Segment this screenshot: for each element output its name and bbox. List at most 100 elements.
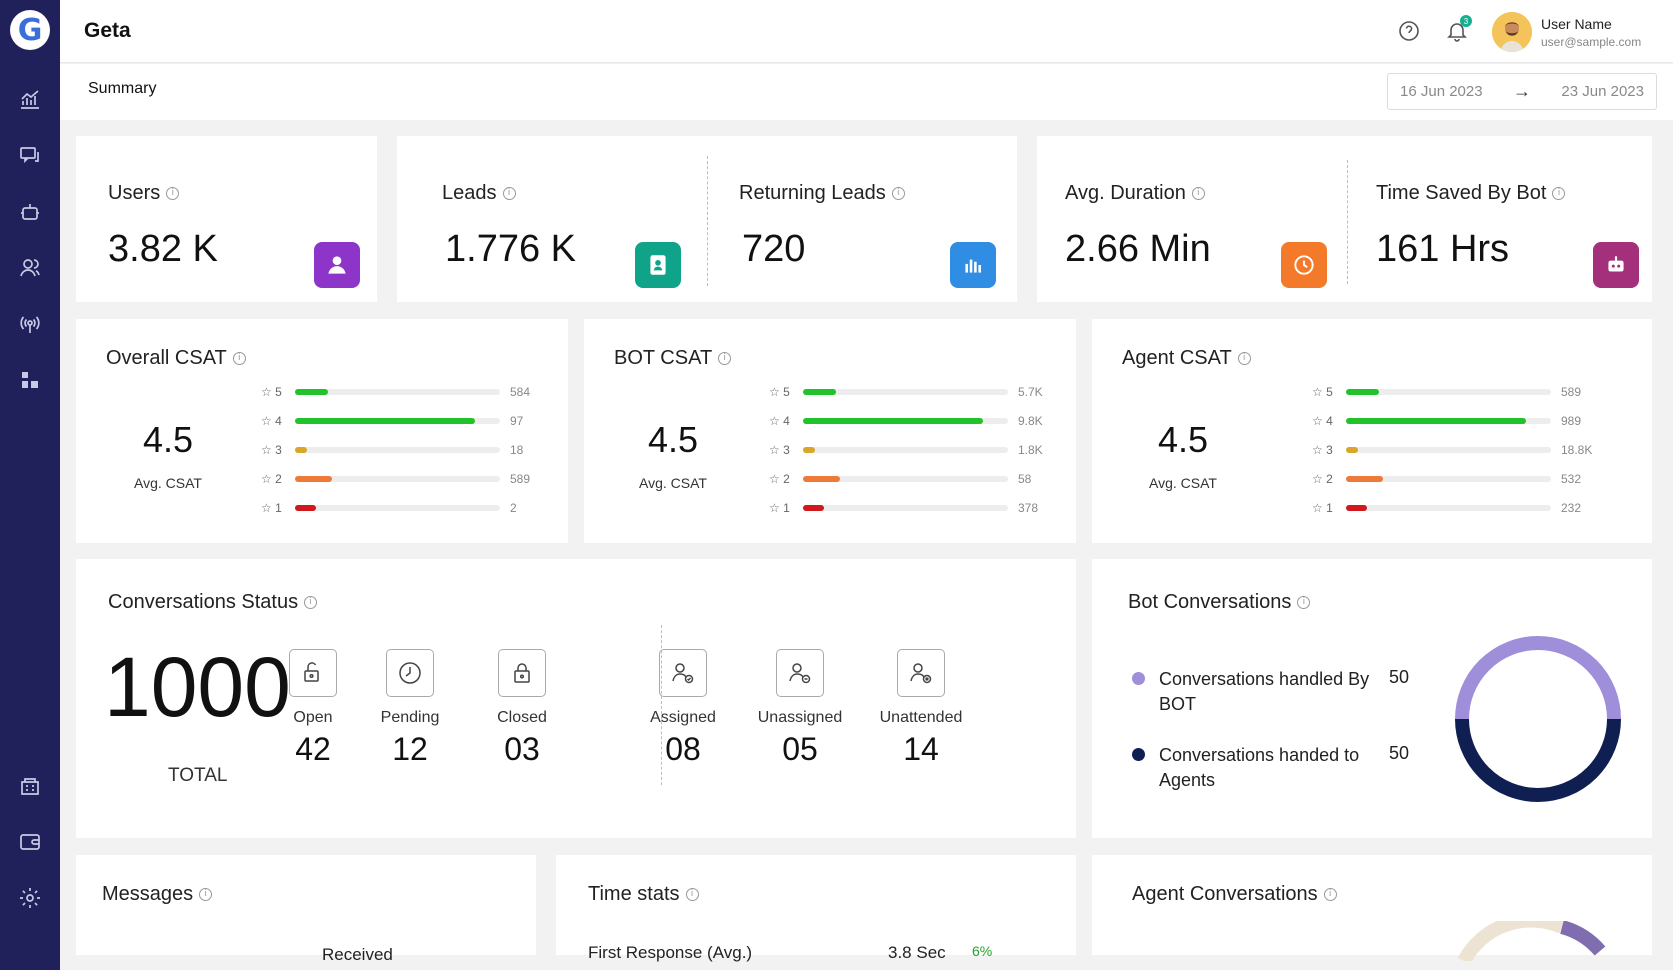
store-icon[interactable]: [14, 770, 46, 802]
info-icon[interactable]: i: [1237, 352, 1251, 366]
csat-bar-track: [803, 476, 1008, 482]
status-assigned[interactable]: Assigned 08: [633, 649, 733, 768]
info-icon[interactable]: i: [718, 352, 732, 366]
avg-duration-value: 2.66 Min: [1065, 228, 1211, 270]
date-range-picker[interactable]: 16 Jun 2023 → 23 Jun 2023: [1387, 73, 1657, 110]
broadcast-icon[interactable]: [14, 308, 46, 340]
csat-title-text: BOT CSAT: [614, 347, 713, 369]
help-icon[interactable]: [1396, 18, 1422, 44]
users-icon[interactable]: [14, 252, 46, 284]
info-icon[interactable]: i: [502, 187, 516, 201]
csat-bar-track: [1346, 447, 1551, 453]
legend-item-agents: Conversations handed to Agents 50: [1132, 743, 1409, 793]
users-label-text: Users: [108, 182, 161, 204]
info-icon[interactable]: i: [685, 888, 699, 902]
avg-duration-label-text: Avg. Duration: [1065, 182, 1186, 204]
info-icon[interactable]: i: [1552, 187, 1566, 201]
star-icon: ☆ 1: [261, 501, 282, 515]
info-icon[interactable]: i: [891, 187, 905, 201]
total-count: 1000: [104, 640, 291, 734]
clock-history-icon: [1281, 242, 1327, 288]
time-stats-title: Time stats i: [588, 883, 699, 906]
app-logo[interactable]: G: [10, 10, 50, 50]
csat-bar-track: [803, 505, 1008, 511]
avg-duration-label: Avg. Duration i: [1065, 182, 1205, 205]
avatar[interactable]: [1492, 12, 1532, 52]
status-closed[interactable]: Closed 03: [472, 649, 572, 768]
legend-label: Conversations handed to Agents: [1159, 745, 1360, 790]
wallet-icon[interactable]: [14, 826, 46, 858]
info-icon[interactable]: i: [232, 352, 246, 366]
csat-row-2: ☆ 2 532: [1312, 472, 1581, 486]
csat-count: 2: [510, 501, 517, 515]
status-value: 05: [782, 731, 818, 767]
analytics-icon[interactable]: [14, 84, 46, 116]
star-icon: ☆ 5: [261, 385, 282, 399]
chat-icon[interactable]: [14, 140, 46, 172]
notification-bell-icon[interactable]: 3: [1444, 15, 1472, 44]
donut-segment[interactable]: [1559, 921, 1606, 956]
duration-card: Avg. Duration i 2.66 Min Time Saved By Bo…: [1037, 136, 1652, 302]
star-icon: ☆ 3: [769, 443, 790, 457]
status-label: Closed: [497, 709, 547, 726]
date-from[interactable]: 16 Jun 2023: [1400, 83, 1483, 100]
legend-item-bot: Conversations handled By BOT 50: [1132, 667, 1409, 717]
info-icon[interactable]: i: [1191, 187, 1205, 201]
avg-csat-label: Avg. CSAT: [1149, 475, 1217, 491]
user-icon: [314, 242, 360, 288]
info-icon[interactable]: i: [199, 888, 213, 902]
time-saved-value: 161 Hrs: [1376, 228, 1510, 270]
donut-segment[interactable]: [1457, 921, 1565, 961]
bot-csat-card: BOT CSAT i 4.5 Avg. CSAT ☆ 5 5.7K ☆ 4 9.8K ☆ 3 1.…: [584, 319, 1076, 543]
bot-icon[interactable]: [14, 196, 46, 228]
legend-value: 50: [1389, 743, 1410, 763]
star-icon: ☆ 1: [1312, 501, 1333, 515]
csat-bar-fill: [1346, 447, 1359, 453]
info-icon[interactable]: i: [1297, 596, 1311, 610]
star-icon: ☆ 3: [261, 443, 282, 457]
csat-bar-track: [803, 389, 1008, 395]
csat-bar-fill: [1346, 418, 1527, 424]
settings-icon[interactable]: [14, 882, 46, 914]
date-to[interactable]: 23 Jun 2023: [1561, 83, 1644, 100]
user-x-icon: [897, 649, 945, 697]
status-unassigned[interactable]: Unassigned 05: [750, 649, 850, 768]
status-open[interactable]: Open 42: [263, 649, 363, 768]
info-icon[interactable]: i: [1323, 888, 1337, 902]
leads-card: Leads i 1.776 K Returning Leads i 720: [397, 136, 1017, 302]
status-label: Unassigned: [757, 709, 843, 726]
csat-count: 1.8K: [1018, 443, 1043, 457]
star-icon: ☆ 4: [769, 414, 790, 428]
info-icon[interactable]: i: [166, 187, 180, 201]
csat-count: 532: [1561, 472, 1582, 486]
csat-bar-track: [295, 418, 500, 424]
donut-segment-bot[interactable]: [1455, 636, 1621, 720]
status-value: 03: [504, 731, 540, 767]
csat-bar-track: [803, 418, 1008, 424]
csat-bar-fill: [295, 505, 316, 511]
divider: [661, 625, 662, 785]
user-name[interactable]: User Name: [1541, 16, 1612, 32]
star-icon: ☆ 2: [261, 472, 282, 486]
csat-bar-fill: [1346, 389, 1379, 395]
star-icon: ☆ 5: [1312, 385, 1333, 399]
lock-icon: [498, 649, 546, 697]
time-saved-label: Time Saved By Bot i: [1376, 182, 1566, 205]
csat-bar-fill: [295, 476, 332, 482]
bot-conversations-card: Bot Conversations i Conversations handled…: [1092, 559, 1652, 838]
arrow-right-icon: →: [1513, 81, 1531, 101]
status-unattended[interactable]: Unattended 14: [871, 649, 971, 768]
csat-row-1: ☆ 1 378: [769, 501, 1038, 515]
messages-title: Messages i: [102, 883, 213, 906]
status-value: 42: [295, 731, 331, 767]
top-header: Geta 3 User Name user@sample.com ⌄: [60, 0, 1673, 63]
donut-segment-agents[interactable]: [1455, 718, 1621, 802]
users-card: Users i 3.82 K: [76, 136, 377, 302]
info-icon[interactable]: i: [304, 596, 318, 610]
csat-count: 97: [510, 414, 524, 428]
csat-row-1: ☆ 1 2: [261, 501, 517, 515]
integrations-icon[interactable]: [14, 364, 46, 396]
status-pending[interactable]: Pending 12: [360, 649, 460, 768]
legend-value: 50: [1389, 667, 1410, 687]
csat-bar-track: [295, 447, 500, 453]
